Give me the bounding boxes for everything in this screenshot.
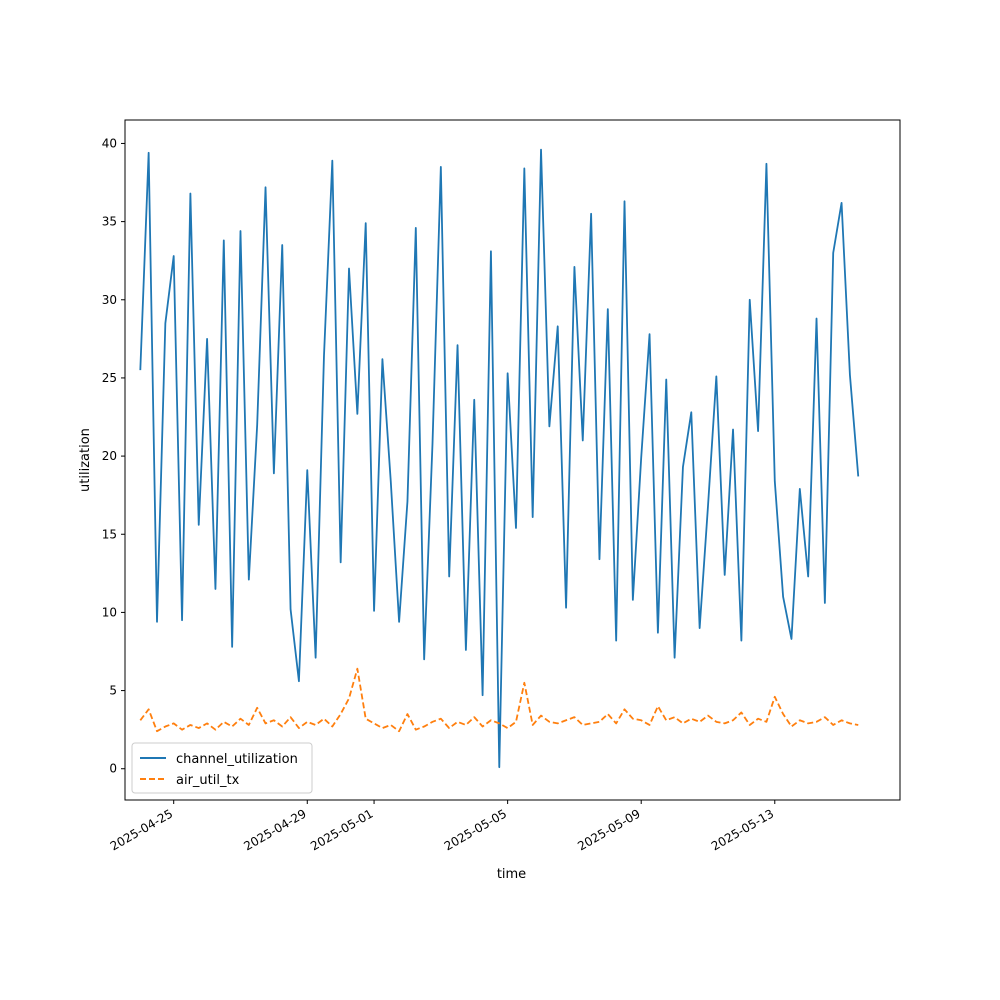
y-tick-label: 0 [109,762,117,776]
legend: channel_utilization air_util_tx [131,742,313,794]
x-axis-title: time [497,867,526,882]
y-tick-label: 35 [102,215,117,229]
y-tick-label: 25 [102,371,117,385]
y-tick-label: 10 [102,605,117,619]
y-tick-label: 20 [102,449,117,463]
y-tick-label: 30 [102,293,117,307]
series-line-channel-utilization [139,148,860,769]
legend-label-channel-utilization: channel_utilization [176,752,298,767]
legend-label-air-util-tx: air_util_tx [176,773,240,788]
y-axis-title: utilization [78,428,93,492]
plot-area-frame [124,119,901,801]
y-tick-label: 40 [102,136,117,150]
y-tick-label: 5 [109,684,117,698]
y-tick-label: 15 [102,527,117,541]
legend-box [131,742,313,794]
series-line-air-util-tx [139,667,859,733]
